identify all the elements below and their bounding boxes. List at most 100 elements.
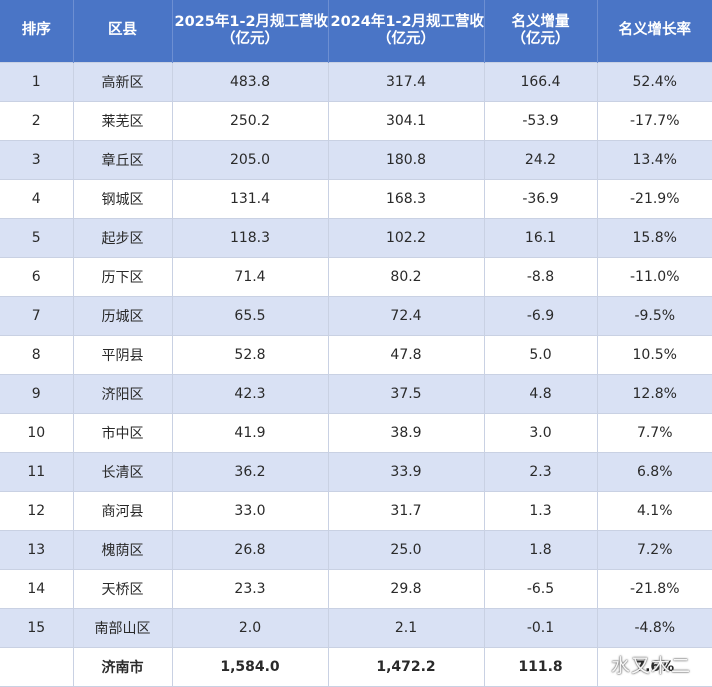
revenue-2025-cell: 2.0 bbox=[171, 607, 329, 648]
table-row: 14 天桥区 23.3 29.8 -6.5 -21.8% bbox=[0, 568, 712, 609]
total-row: 济南市 1,584.0 1,472.2 111.8 7.6% bbox=[0, 646, 712, 687]
increment-cell: 1.3 bbox=[483, 490, 598, 531]
total-revenue-2025-cell: 1,584.0 bbox=[171, 646, 329, 687]
revenue-2024-cell: 38.9 bbox=[327, 412, 485, 453]
header-growth-rate: 名义增长率 bbox=[597, 0, 712, 62]
revenue-2024-cell: 25.0 bbox=[327, 529, 485, 570]
revenue-2025-cell: 36.2 bbox=[171, 451, 329, 492]
revenue-2024-cell: 80.2 bbox=[327, 256, 485, 297]
revenue-2024-cell: 37.5 bbox=[327, 373, 485, 414]
revenue-2025-cell: 65.5 bbox=[171, 295, 329, 336]
table-row: 1 高新区 483.8 317.4 166.4 52.4% bbox=[0, 61, 712, 102]
growth-rate-cell: 7.2% bbox=[596, 529, 712, 570]
rank-cell: 6 bbox=[0, 256, 74, 297]
growth-rate-cell: 6.8% bbox=[596, 451, 712, 492]
table-row: 12 商河县 33.0 31.7 1.3 4.1% bbox=[0, 490, 712, 531]
table-row: 11 长清区 36.2 33.9 2.3 6.8% bbox=[0, 451, 712, 492]
revenue-2025-cell: 483.8 bbox=[171, 61, 329, 102]
district-cell: 历下区 bbox=[72, 256, 173, 297]
rank-cell: 14 bbox=[0, 568, 74, 609]
header-increment: 名义增量 （亿元） bbox=[484, 0, 598, 62]
increment-cell: -36.9 bbox=[483, 178, 598, 219]
increment-cell: 166.4 bbox=[483, 61, 598, 102]
increment-cell: -0.1 bbox=[483, 607, 598, 648]
table-row: 7 历城区 65.5 72.4 -6.9 -9.5% bbox=[0, 295, 712, 336]
table-row: 2 莱芜区 250.2 304.1 -53.9 -17.7% bbox=[0, 100, 712, 141]
table-row: 13 槐荫区 26.8 25.0 1.8 7.2% bbox=[0, 529, 712, 570]
district-cell: 南部山区 bbox=[72, 607, 173, 648]
increment-cell: 1.8 bbox=[483, 529, 598, 570]
rank-cell: 9 bbox=[0, 373, 74, 414]
district-cell: 莱芜区 bbox=[72, 100, 173, 141]
table-row: 15 南部山区 2.0 2.1 -0.1 -4.8% bbox=[0, 607, 712, 648]
table-row: 5 起步区 118.3 102.2 16.1 15.8% bbox=[0, 217, 712, 258]
revenue-2024-cell: 102.2 bbox=[327, 217, 485, 258]
increment-cell: -8.8 bbox=[483, 256, 598, 297]
revenue-2024-cell: 317.4 bbox=[327, 61, 485, 102]
revenue-2025-cell: 42.3 bbox=[171, 373, 329, 414]
header-rank: 排序 bbox=[0, 0, 74, 62]
district-cell: 商河县 bbox=[72, 490, 173, 531]
increment-cell: 2.3 bbox=[483, 451, 598, 492]
header-revenue-2024: 2024年1-2月规工营收 （亿元） bbox=[328, 0, 485, 62]
watermark: 水又木二 bbox=[611, 655, 692, 677]
rank-cell: 2 bbox=[0, 100, 74, 141]
rank-cell: 1 bbox=[0, 61, 74, 102]
revenue-2024-cell: 72.4 bbox=[327, 295, 485, 336]
total-district-cell: 济南市 bbox=[72, 646, 173, 687]
growth-rate-cell: -9.5% bbox=[596, 295, 712, 336]
growth-rate-cell: -17.7% bbox=[596, 100, 712, 141]
table-row: 4 钢城区 131.4 168.3 -36.9 -21.9% bbox=[0, 178, 712, 219]
total-rank-cell bbox=[0, 646, 74, 687]
increment-cell: 16.1 bbox=[483, 217, 598, 258]
increment-cell: -6.5 bbox=[483, 568, 598, 609]
total-revenue-2024-cell: 1,472.2 bbox=[327, 646, 485, 687]
header-revenue-2025: 2025年1-2月规工营收 （亿元） bbox=[172, 0, 329, 62]
growth-rate-cell: -11.0% bbox=[596, 256, 712, 297]
revenue-2025-cell: 250.2 bbox=[171, 100, 329, 141]
growth-rate-cell: 4.1% bbox=[596, 490, 712, 531]
rank-cell: 5 bbox=[0, 217, 74, 258]
revenue-2024-cell: 2.1 bbox=[327, 607, 485, 648]
header-district: 区县 bbox=[73, 0, 173, 62]
revenue-2024-cell: 180.8 bbox=[327, 139, 485, 180]
revenue-2025-cell: 52.8 bbox=[171, 334, 329, 375]
revenue-2025-cell: 205.0 bbox=[171, 139, 329, 180]
revenue-2025-cell: 118.3 bbox=[171, 217, 329, 258]
increment-cell: 24.2 bbox=[483, 139, 598, 180]
revenue-2024-cell: 304.1 bbox=[327, 100, 485, 141]
revenue-2024-cell: 47.8 bbox=[327, 334, 485, 375]
rank-cell: 15 bbox=[0, 607, 74, 648]
rank-cell: 10 bbox=[0, 412, 74, 453]
district-cell: 章丘区 bbox=[72, 139, 173, 180]
growth-rate-cell: 12.8% bbox=[596, 373, 712, 414]
total-growth-rate-cell: 7.6% bbox=[596, 646, 712, 687]
header-row: 排序 区县 2025年1-2月规工营收 （亿元） 2024年1-2月规工营收 （亿元… bbox=[0, 0, 712, 62]
growth-rate-cell: 15.8% bbox=[596, 217, 712, 258]
rank-cell: 4 bbox=[0, 178, 74, 219]
increment-cell: 5.0 bbox=[483, 334, 598, 375]
table-row: 6 历下区 71.4 80.2 -8.8 -11.0% bbox=[0, 256, 712, 297]
district-cell: 槐荫区 bbox=[72, 529, 173, 570]
district-cell: 平阴县 bbox=[72, 334, 173, 375]
growth-rate-cell: 52.4% bbox=[596, 61, 712, 102]
district-cell: 钢城区 bbox=[72, 178, 173, 219]
growth-rate-cell: 13.4% bbox=[596, 139, 712, 180]
rank-cell: 7 bbox=[0, 295, 74, 336]
district-cell: 市中区 bbox=[72, 412, 173, 453]
revenue-2025-cell: 41.9 bbox=[171, 412, 329, 453]
rank-cell: 13 bbox=[0, 529, 74, 570]
revenue-2024-cell: 168.3 bbox=[327, 178, 485, 219]
revenue-2025-cell: 33.0 bbox=[171, 490, 329, 531]
district-cell: 济阳区 bbox=[72, 373, 173, 414]
growth-rate-cell: 10.5% bbox=[596, 334, 712, 375]
revenue-2024-cell: 31.7 bbox=[327, 490, 485, 531]
revenue-2024-cell: 29.8 bbox=[327, 568, 485, 609]
revenue-2025-cell: 26.8 bbox=[171, 529, 329, 570]
district-cell: 起步区 bbox=[72, 217, 173, 258]
total-increment-cell: 111.8 bbox=[483, 646, 598, 687]
revenue-2024-cell: 33.9 bbox=[327, 451, 485, 492]
growth-rate-cell: -4.8% bbox=[596, 607, 712, 648]
table-row: 3 章丘区 205.0 180.8 24.2 13.4% bbox=[0, 139, 712, 180]
